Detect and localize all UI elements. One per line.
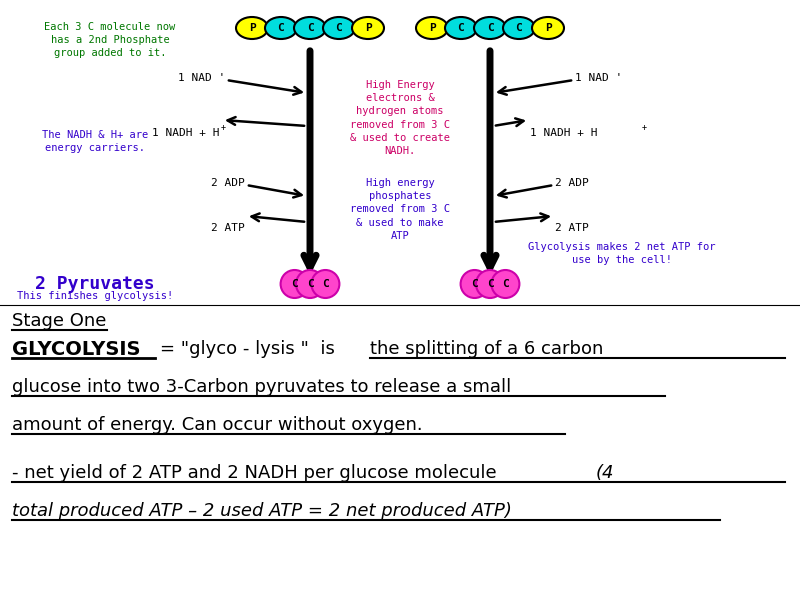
Text: glucose into two 3-Carbon pyruvates to release a small: glucose into two 3-Carbon pyruvates to r… (12, 378, 511, 396)
Circle shape (311, 270, 339, 298)
Ellipse shape (236, 17, 268, 39)
Text: 2 Pyruvates: 2 Pyruvates (35, 275, 155, 293)
Text: amount of energy. Can occur without oxygen.: amount of energy. Can occur without oxyg… (12, 416, 422, 434)
Text: C: C (322, 279, 329, 289)
Text: P: P (429, 23, 435, 33)
Circle shape (491, 270, 519, 298)
Text: +: + (221, 122, 226, 131)
Text: 2 ADP: 2 ADP (211, 178, 245, 188)
Text: 2 ADP: 2 ADP (555, 178, 589, 188)
Text: C: C (502, 279, 509, 289)
Text: C: C (486, 23, 494, 33)
Text: (4: (4 (596, 464, 614, 482)
Text: C: C (486, 279, 494, 289)
Circle shape (476, 270, 504, 298)
Text: C: C (306, 279, 314, 289)
Text: This finishes glycolysis!: This finishes glycolysis! (17, 291, 173, 301)
Text: 1 NADH + H: 1 NADH + H (530, 128, 598, 138)
Text: High energy
phosphates
removed from 3 C
& used to make
ATP: High energy phosphates removed from 3 C … (350, 178, 450, 241)
Ellipse shape (265, 17, 297, 39)
Text: 2 ATP: 2 ATP (555, 223, 589, 233)
Ellipse shape (474, 17, 506, 39)
Text: C: C (306, 23, 314, 33)
Text: Stage One: Stage One (12, 312, 106, 330)
Text: 1 NADH + H: 1 NADH + H (153, 128, 220, 138)
Text: C: C (291, 279, 298, 289)
Text: P: P (365, 23, 371, 33)
Text: = "glyco - lysis "  is: = "glyco - lysis " is (160, 340, 341, 358)
Ellipse shape (503, 17, 535, 39)
Text: The NADH & H+ are
energy carriers.: The NADH & H+ are energy carriers. (42, 130, 148, 153)
Text: C: C (516, 23, 522, 33)
Ellipse shape (294, 17, 326, 39)
Ellipse shape (532, 17, 564, 39)
Text: P: P (545, 23, 551, 33)
Text: 1 NAD ': 1 NAD ' (575, 73, 622, 83)
Text: P: P (249, 23, 255, 33)
Circle shape (461, 270, 489, 298)
Text: Each 3 C molecule now
has a 2nd Phosphate
group added to it.: Each 3 C molecule now has a 2nd Phosphat… (44, 22, 176, 58)
Text: C: C (336, 23, 342, 33)
Text: GLYCOLYSIS: GLYCOLYSIS (12, 340, 141, 359)
Text: the splitting of a 6 carbon: the splitting of a 6 carbon (370, 340, 603, 358)
Text: C: C (458, 23, 464, 33)
Circle shape (281, 270, 309, 298)
Text: 2 ATP: 2 ATP (211, 223, 245, 233)
Text: 1 NAD ': 1 NAD ' (178, 73, 225, 83)
Text: - net yield of 2 ATP and 2 NADH per glucose molecule: - net yield of 2 ATP and 2 NADH per gluc… (12, 464, 502, 482)
Ellipse shape (445, 17, 477, 39)
Ellipse shape (323, 17, 355, 39)
Text: total produced ATP – 2 used ATP = 2 net produced ATP): total produced ATP – 2 used ATP = 2 net … (12, 502, 512, 520)
Ellipse shape (352, 17, 384, 39)
Text: Glycolysis makes 2 net ATP for
use by the cell!: Glycolysis makes 2 net ATP for use by th… (528, 242, 716, 265)
Circle shape (296, 270, 324, 298)
Text: C: C (278, 23, 284, 33)
Text: +: + (642, 122, 647, 131)
Text: High Energy
electrons &
hydrogen atoms
removed from 3 C
& used to create
NADH.: High Energy electrons & hydrogen atoms r… (350, 80, 450, 156)
Ellipse shape (416, 17, 448, 39)
Text: C: C (471, 279, 478, 289)
